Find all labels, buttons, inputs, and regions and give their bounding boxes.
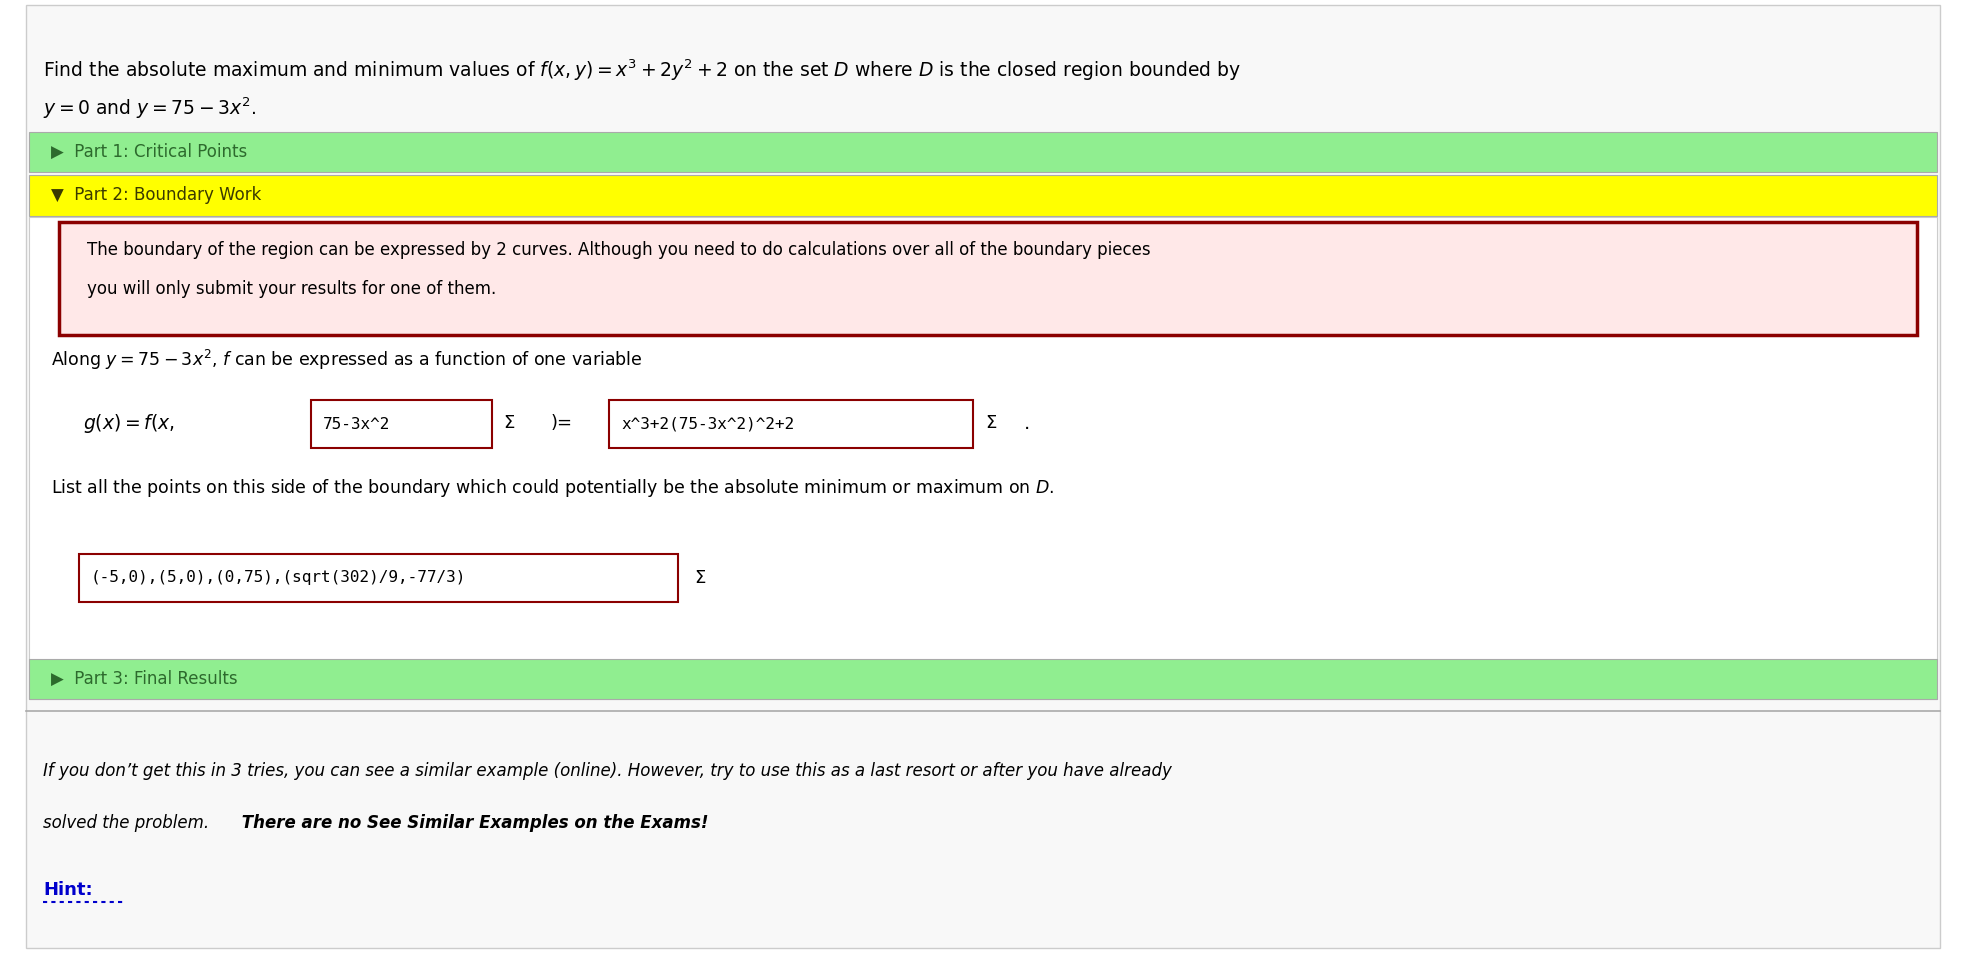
Text: The boundary of the region can be expressed by 2 curves. Although you need to do: The boundary of the region can be expres… [87,241,1150,260]
Text: x^3+2(75-3x^2)^2+2: x^3+2(75-3x^2)^2+2 [621,417,794,432]
Text: solved the problem.: solved the problem. [43,814,208,833]
Text: Hint:: Hint: [43,881,92,900]
Text: Σ: Σ [985,415,997,432]
Text: .: . [1024,414,1030,433]
FancyBboxPatch shape [29,659,1937,699]
Text: ▶  Part 3: Final Results: ▶ Part 3: Final Results [51,671,238,688]
FancyBboxPatch shape [59,222,1917,335]
FancyBboxPatch shape [79,554,678,602]
FancyBboxPatch shape [29,132,1937,172]
Text: ▼  Part 2: Boundary Work: ▼ Part 2: Boundary Work [51,187,261,204]
Text: If you don’t get this in 3 tries, you can see a similar example (online). Howeve: If you don’t get this in 3 tries, you ca… [43,762,1172,780]
FancyBboxPatch shape [311,400,492,448]
Text: 75-3x^2: 75-3x^2 [322,417,389,432]
Text: $y = 0$ and $y = 75 - 3x^2$.: $y = 0$ and $y = 75 - 3x^2$. [43,96,258,122]
Text: List all the points on this side of the boundary which could potentially be the : List all the points on this side of the … [51,477,1054,499]
Text: There are no See Similar Examples on the Exams!: There are no See Similar Examples on the… [236,814,708,833]
FancyBboxPatch shape [29,217,1937,699]
Text: you will only submit your results for one of them.: you will only submit your results for on… [87,280,495,298]
Text: Along $y = 75 - 3x^2$, $f$ can be expressed as a function of one variable: Along $y = 75 - 3x^2$, $f$ can be expres… [51,348,643,372]
FancyBboxPatch shape [29,175,1937,216]
Text: $g(x) = f(x,$: $g(x) = f(x,$ [83,412,175,435]
Text: Σ: Σ [694,569,706,586]
Text: ▶  Part 1: Critical Points: ▶ Part 1: Critical Points [51,144,248,161]
FancyBboxPatch shape [609,400,973,448]
Text: Σ: Σ [503,415,515,432]
Text: )=: )= [550,415,572,432]
FancyBboxPatch shape [26,5,1940,948]
Text: Find the absolute maximum and minimum values of $f(x, y) = x^3 + 2y^2 + 2$ on th: Find the absolute maximum and minimum va… [43,57,1241,83]
Text: (-5,0),(5,0),(0,75),(sqrt(302)/9,-77/3): (-5,0),(5,0),(0,75),(sqrt(302)/9,-77/3) [90,570,466,585]
